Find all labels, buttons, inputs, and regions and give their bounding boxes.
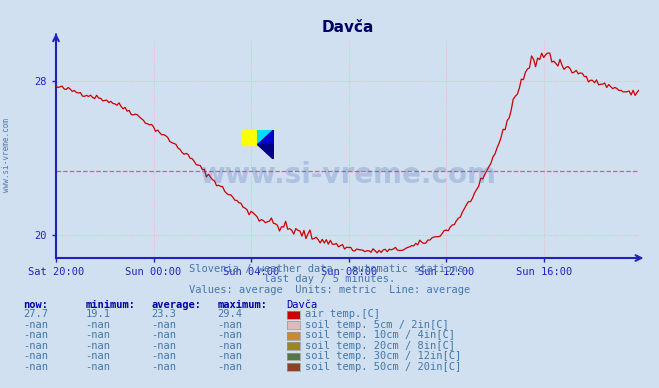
Text: -nan: -nan bbox=[217, 341, 243, 351]
Text: -nan: -nan bbox=[217, 362, 243, 372]
Text: -nan: -nan bbox=[23, 330, 48, 340]
Bar bbox=[242, 130, 258, 145]
Text: www.si-vreme.com: www.si-vreme.com bbox=[2, 118, 11, 192]
Text: Values: average  Units: metric  Line: average: Values: average Units: metric Line: aver… bbox=[189, 285, 470, 295]
Text: soil temp. 50cm / 20in[C]: soil temp. 50cm / 20in[C] bbox=[305, 362, 461, 372]
Text: minimum:: minimum: bbox=[86, 300, 136, 310]
Text: now:: now: bbox=[23, 300, 48, 310]
Text: soil temp. 20cm / 8in[C]: soil temp. 20cm / 8in[C] bbox=[305, 341, 455, 351]
Text: -nan: -nan bbox=[86, 330, 111, 340]
Text: soil temp. 5cm / 2in[C]: soil temp. 5cm / 2in[C] bbox=[305, 320, 449, 330]
Text: -nan: -nan bbox=[152, 362, 177, 372]
Polygon shape bbox=[258, 145, 273, 159]
Text: soil temp. 30cm / 12in[C]: soil temp. 30cm / 12in[C] bbox=[305, 351, 461, 361]
Text: -nan: -nan bbox=[217, 351, 243, 361]
Text: -nan: -nan bbox=[152, 330, 177, 340]
Text: -nan: -nan bbox=[86, 320, 111, 330]
Text: air temp.[C]: air temp.[C] bbox=[305, 309, 380, 319]
Polygon shape bbox=[258, 130, 273, 145]
Text: -nan: -nan bbox=[217, 330, 243, 340]
Text: average:: average: bbox=[152, 300, 202, 310]
Text: soil temp. 10cm / 4in[C]: soil temp. 10cm / 4in[C] bbox=[305, 330, 455, 340]
Title: Davča: Davča bbox=[322, 20, 374, 35]
Text: -nan: -nan bbox=[152, 320, 177, 330]
Text: -nan: -nan bbox=[23, 320, 48, 330]
Text: Slovenia / weather data - automatic stations.: Slovenia / weather data - automatic stat… bbox=[189, 263, 470, 274]
Text: 27.7: 27.7 bbox=[23, 309, 48, 319]
Text: www.si-vreme.com: www.si-vreme.com bbox=[199, 161, 496, 189]
Text: -nan: -nan bbox=[23, 341, 48, 351]
Text: maximum:: maximum: bbox=[217, 300, 268, 310]
Text: -nan: -nan bbox=[86, 362, 111, 372]
Text: -nan: -nan bbox=[23, 351, 48, 361]
Polygon shape bbox=[258, 130, 273, 159]
Text: -nan: -nan bbox=[217, 320, 243, 330]
Text: -nan: -nan bbox=[152, 351, 177, 361]
Text: 23.3: 23.3 bbox=[152, 309, 177, 319]
Text: 19.1: 19.1 bbox=[86, 309, 111, 319]
Text: 29.4: 29.4 bbox=[217, 309, 243, 319]
Text: -nan: -nan bbox=[152, 341, 177, 351]
Text: -nan: -nan bbox=[86, 351, 111, 361]
Text: last day / 5 minutes.: last day / 5 minutes. bbox=[264, 274, 395, 284]
Text: Davča: Davča bbox=[287, 300, 318, 310]
Text: -nan: -nan bbox=[23, 362, 48, 372]
Text: -nan: -nan bbox=[86, 341, 111, 351]
